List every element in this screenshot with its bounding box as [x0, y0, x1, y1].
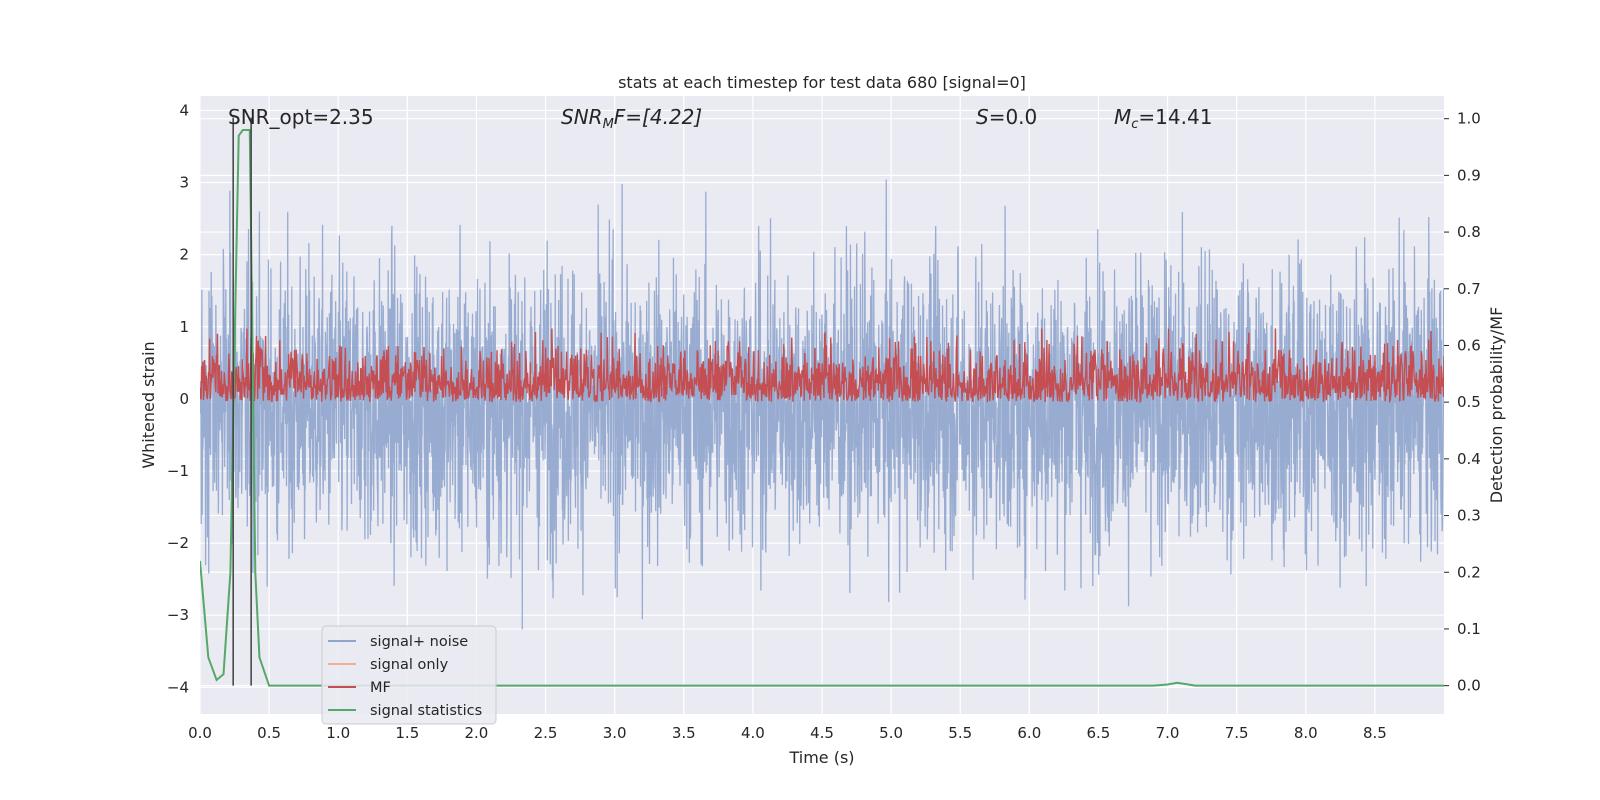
y2-tick-label: 0.5 — [1457, 393, 1481, 411]
y-tick-label: −3 — [167, 606, 189, 624]
chart-title: stats at each timestep for test data 680… — [618, 73, 1026, 92]
y2-tick-label: 0.2 — [1457, 563, 1481, 581]
y2-tick-label: 0.7 — [1457, 280, 1481, 298]
legend-label-mf: MF — [370, 680, 391, 696]
y2-tick-label: 0.6 — [1457, 336, 1481, 354]
x-tick-label: 7.5 — [1225, 724, 1249, 742]
y-tick-label: 4 — [179, 101, 189, 119]
y2-tick-label: 0.0 — [1457, 677, 1481, 695]
y2-tick-label: 0.8 — [1457, 223, 1481, 241]
x-tick-label: 1.5 — [395, 724, 419, 742]
x-tick-label: 8.5 — [1363, 724, 1387, 742]
y-tick-label: −1 — [167, 462, 189, 480]
series-layer — [200, 129, 1444, 687]
x-tick-label: 2.0 — [465, 724, 489, 742]
y-axis-label: Whitened strain — [139, 341, 158, 468]
y-tick-label: −2 — [167, 534, 189, 552]
x-tick-label: 4.0 — [741, 724, 765, 742]
x-tick-label: 5.0 — [879, 724, 903, 742]
x-tick-label: 4.5 — [810, 724, 834, 742]
x-tick-label: 3.5 — [672, 724, 696, 742]
x-tick-label: 6.5 — [1087, 724, 1111, 742]
series-signal-statistics — [200, 129, 1444, 687]
y2-tick-label: 0.3 — [1457, 507, 1481, 525]
legend-label-signal-noise: signal+ noise — [370, 634, 468, 650]
y2-tick-labels: 0.0 0.1 0.2 0.3 0.4 0.5 0.6 0.7 0.8 0.9 1.0 — [1444, 110, 1481, 695]
y2-axis-label: Detection probability/MF — [1487, 307, 1506, 504]
y2-tick-label: 0.1 — [1457, 620, 1481, 638]
y2-tick-label: 0.4 — [1457, 450, 1481, 468]
vertical-markers — [232, 117, 252, 686]
y-tick-labels: −4 −3 −2 −1 0 1 2 3 4 — [167, 101, 189, 696]
x-tick-label: 0.0 — [188, 724, 212, 742]
x-tick-labels: 0.0 0.5 1.0 1.5 2.0 2.5 3.0 3.5 4.0 4.5 5.0 5.5 6.0 6… — [188, 724, 1387, 742]
y2-tick-label: 0.9 — [1457, 166, 1481, 184]
x-tick-label: 6.0 — [1017, 724, 1041, 742]
x-tick-label: 0.5 — [257, 724, 281, 742]
annotation-chirp-mass: Mc=14.41 — [1114, 105, 1212, 132]
annotation-snr-opt: SNR_opt=2.35 — [228, 105, 374, 129]
legend-label-signal-statistics: signal statistics — [370, 703, 482, 719]
y-tick-label: 2 — [179, 246, 189, 264]
y2-tick-label: 1.0 — [1457, 110, 1481, 128]
x-tick-label: 3.0 — [603, 724, 627, 742]
annotation-snr-mf: SNRMF=[4.22] — [561, 105, 702, 132]
x-tick-label: 8.0 — [1294, 724, 1318, 742]
x-axis-label: Time (s) — [788, 748, 854, 767]
x-tick-label: 1.0 — [326, 724, 350, 742]
x-tick-label: 7.0 — [1156, 724, 1180, 742]
series-mf — [200, 328, 1444, 404]
x-tick-label: 2.5 — [534, 724, 558, 742]
legend-label-signal-only: signal only — [370, 657, 449, 673]
y-tick-label: 1 — [179, 318, 189, 336]
y-tick-label: −4 — [167, 678, 189, 696]
legend-box — [321, 625, 497, 725]
y-tick-label: 3 — [179, 174, 189, 192]
y-tick-label: 0 — [179, 390, 189, 408]
legend: signal+ noise signal only MF signal stat… — [321, 625, 497, 725]
x-tick-label: 5.5 — [948, 724, 972, 742]
annotation-s-value: S=0.0 — [976, 105, 1037, 129]
